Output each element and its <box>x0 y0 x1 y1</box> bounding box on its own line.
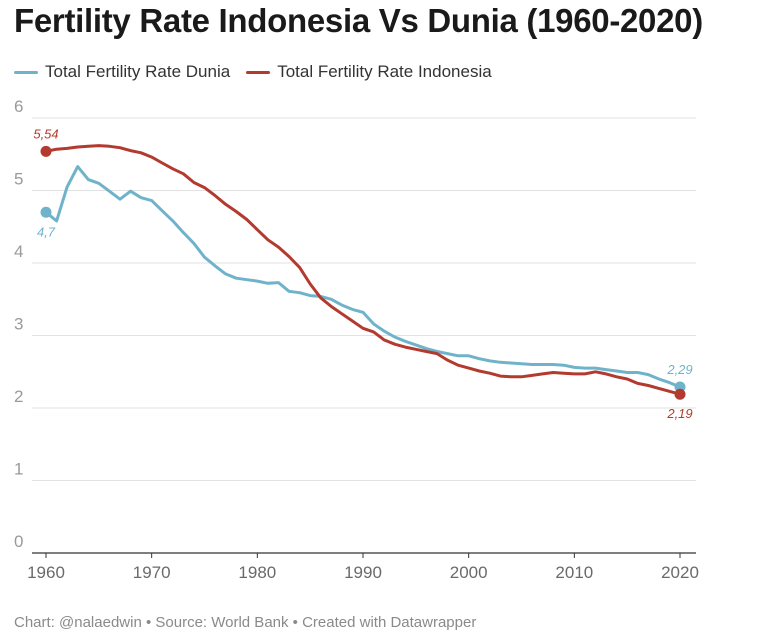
data-label: 2,29 <box>666 362 692 377</box>
y-tick-label: 6 <box>14 97 23 116</box>
data-markers <box>40 145 686 400</box>
series-line-1 <box>44 144 682 396</box>
x-tick-label: 2000 <box>450 563 488 582</box>
chart-title: Fertility Rate Indonesia Vs Dunia (1960-… <box>14 2 703 39</box>
y-tick-label: 5 <box>14 170 23 189</box>
y-tick-label: 3 <box>14 315 23 334</box>
legend-swatch-indonesia <box>246 70 271 74</box>
y-tick-label: 2 <box>14 387 23 406</box>
data-labels: 5,54 4,7 2,29 2,19 <box>33 126 692 421</box>
legend-item-dunia: Total Fertility Rate Dunia <box>14 62 230 82</box>
series-line-0 <box>44 165 682 389</box>
legend-label-indonesia: Total Fertility Rate Indonesia <box>277 62 492 81</box>
line-chart: 0 1 2 3 4 5 6 5,54 4,7 2,29 2,19 1960 1970 1980 1990… <box>14 97 699 582</box>
y-tick-label: 4 <box>14 242 23 261</box>
x-tick-label: 1960 <box>27 563 65 582</box>
end-point-marker <box>40 145 52 157</box>
x-tick-label: 1980 <box>238 563 276 582</box>
x-tick-label: 2020 <box>661 563 699 582</box>
legend-label-dunia: Total Fertility Rate Dunia <box>45 62 231 81</box>
y-tick-label: 1 <box>14 460 23 479</box>
x-axis: 1960 1970 1980 1990 2000 2010 2020 <box>27 553 699 582</box>
legend: Total Fertility Rate Dunia Total Fertili… <box>14 62 508 82</box>
data-label: 2,19 <box>666 406 692 421</box>
data-label: 4,7 <box>37 224 56 239</box>
x-tick-label: 1970 <box>133 563 171 582</box>
gridlines: 0 1 2 3 4 5 6 <box>14 97 696 554</box>
y-tick-label: 0 <box>14 532 23 551</box>
footer-credit: Chart: @nalaedwin • Source: World Bank •… <box>14 614 477 631</box>
series-lines <box>44 144 682 396</box>
x-tick-label: 2010 <box>555 563 593 582</box>
data-label: 5,54 <box>33 126 58 141</box>
end-point-marker <box>674 388 686 400</box>
end-point-marker <box>40 206 52 218</box>
legend-swatch-dunia <box>14 70 38 74</box>
x-tick-label: 1990 <box>344 563 382 582</box>
legend-item-indonesia: Total Fertility Rate Indonesia <box>246 62 492 82</box>
